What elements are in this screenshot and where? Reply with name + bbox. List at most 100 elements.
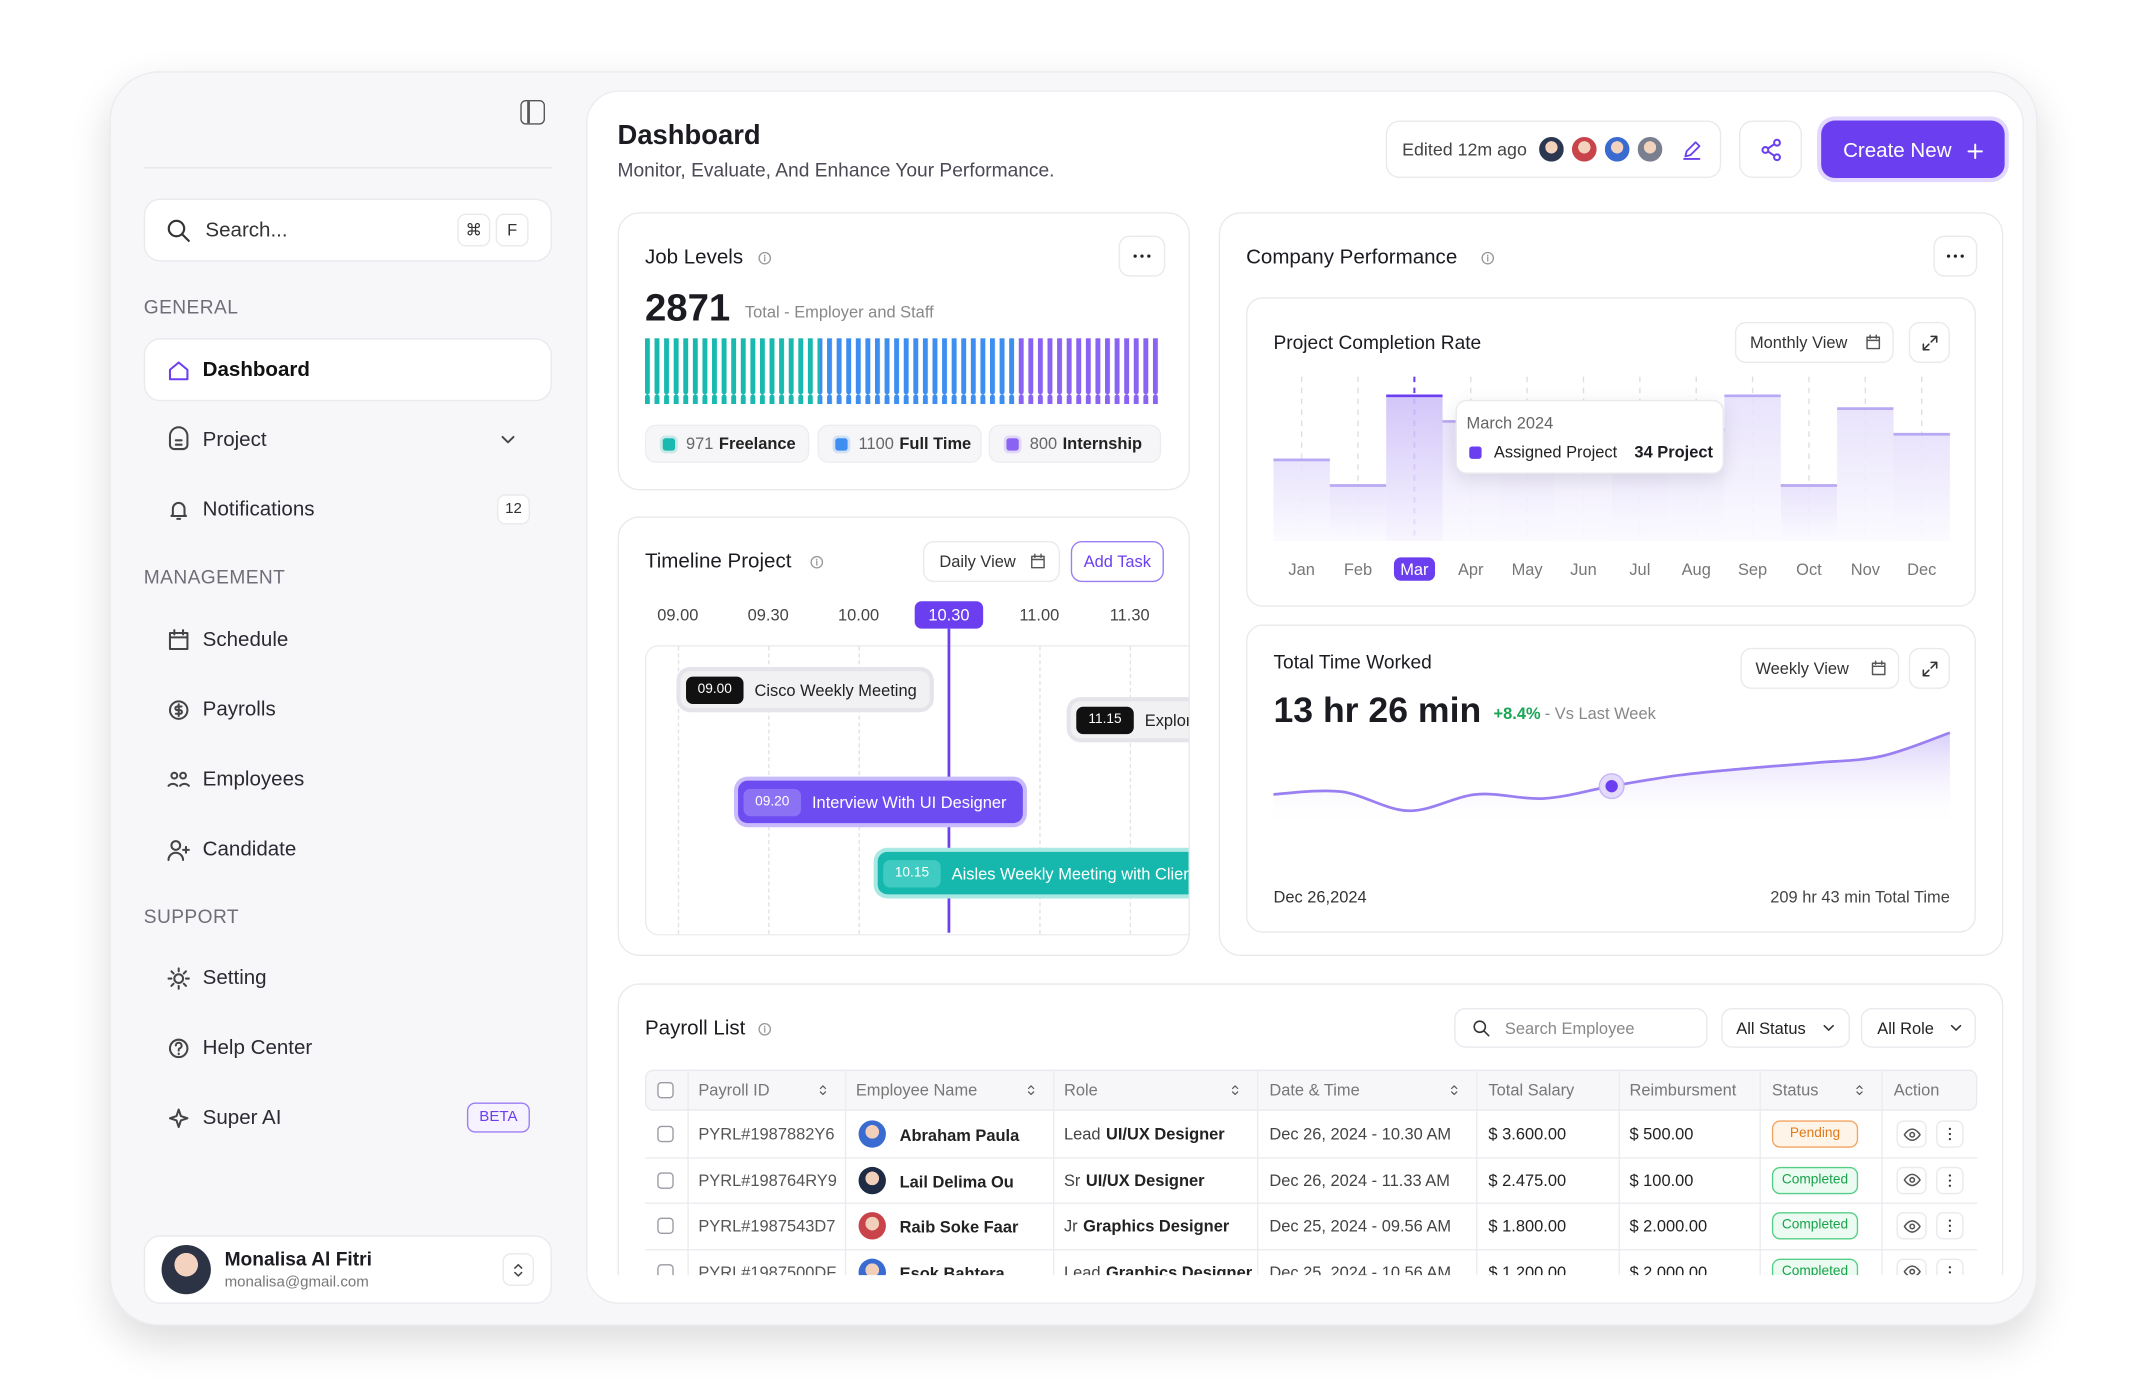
share-button[interactable]: [1739, 120, 1802, 179]
legend-value: 971: [686, 434, 714, 454]
month-label: Mar: [1400, 559, 1429, 579]
nav-item-active[interactable]: [143, 338, 552, 402]
employee-avatar: [858, 1120, 886, 1148]
collaborator-avatar: [1569, 134, 1600, 165]
column-divider: [687, 1069, 689, 1276]
row-divider: [644, 1202, 1978, 1204]
status-pill: [1771, 1120, 1859, 1148]
nav-label: Schedule: [202, 627, 289, 652]
employee-name: Esok Bahtera: [899, 1263, 1005, 1283]
shortcut-key: [495, 213, 529, 247]
checkbox[interactable]: [657, 1081, 674, 1099]
info-icon-path: [757, 1022, 771, 1035]
page-title: Dashboard: [617, 120, 761, 151]
view-select[interactable]: [1734, 321, 1894, 363]
info-icon: [1480, 251, 1494, 264]
status-label: Completed: [1781, 1263, 1849, 1279]
time-change-label: - Vs Last Week: [1544, 703, 1656, 724]
nav-icon-path: [166, 966, 190, 990]
month-label: Dec: [1907, 559, 1937, 579]
time-label: 09.00: [657, 605, 699, 625]
payroll-id: PYRL#1987882Y6: [698, 1124, 835, 1144]
row-menu-button[interactable]: [1936, 1120, 1964, 1148]
status-label: Pending: [1789, 1125, 1841, 1141]
total-salary: $ 1.200.00: [1488, 1262, 1567, 1282]
nav-badge-label: BETA: [479, 1108, 518, 1126]
nav-icon: [168, 1038, 188, 1058]
completion-bar: [1780, 485, 1838, 541]
row-divider: [644, 1156, 1978, 1158]
month-label: Feb: [1343, 559, 1373, 579]
nav-badge: [497, 494, 530, 525]
info-icon: [809, 555, 823, 568]
search-icon-path: [1472, 1019, 1489, 1036]
nav-label: Setting: [202, 966, 267, 990]
sidebar-toggle-bar: [527, 101, 530, 124]
card-title: Payroll List: [644, 1016, 746, 1041]
view-select[interactable]: [922, 540, 1060, 583]
column-divider: [1759, 1069, 1761, 1276]
add-task-button[interactable]: [1070, 540, 1164, 583]
sidebar-divider: [143, 167, 552, 169]
time-gridline: [677, 646, 680, 935]
role-level: Lead: [1063, 1262, 1101, 1282]
time-label: 10.00: [837, 605, 880, 625]
nav-icon-path: [168, 360, 188, 380]
row-menu-icon: [1948, 1219, 1952, 1233]
time-start-date: Dec 26,2024: [1273, 887, 1367, 907]
sort-icon-path: [1856, 1085, 1863, 1096]
expand-button[interactable]: [1908, 321, 1950, 363]
info-icon-path: [757, 251, 771, 264]
nav-icon: [168, 628, 188, 650]
role-title: UI/UX Designer: [1085, 1170, 1205, 1190]
section-title: MANAGEMENT: [143, 565, 286, 588]
row-menu-button[interactable]: [1936, 1212, 1964, 1240]
nav-label: Candidate: [202, 837, 297, 861]
payroll-id: PYRL#1987500DF: [698, 1262, 837, 1282]
time-change: +8.4%: [1493, 703, 1541, 724]
checkbox[interactable]: [657, 1171, 674, 1189]
info-icon-path: [1480, 251, 1494, 264]
nav-icon-path: [168, 628, 188, 650]
share-icon-path: [1760, 138, 1781, 161]
status-pill: [1771, 1257, 1859, 1276]
view-button[interactable]: [1896, 1212, 1927, 1240]
tooltip-title: March 2024: [1466, 413, 1554, 433]
view-button[interactable]: [1896, 1166, 1927, 1194]
total-salary: $ 3.600.00: [1488, 1124, 1567, 1144]
employee-search[interactable]: [1454, 1008, 1708, 1048]
checkbox[interactable]: [657, 1125, 674, 1143]
role-level: Sr: [1063, 1170, 1081, 1190]
create-button-label: Create New: [1843, 139, 1952, 163]
completion-chart: [1273, 376, 1950, 541]
nav-icon: [168, 699, 188, 720]
card-title: Job Levels: [644, 245, 744, 270]
row-menu-button[interactable]: [1936, 1166, 1964, 1194]
checkbox[interactable]: [657, 1217, 674, 1235]
time-label: 10.30: [928, 605, 970, 625]
eye-icon-path: [1902, 1173, 1921, 1187]
row-menu-icon: [1948, 1127, 1952, 1141]
month-label: Sep: [1737, 559, 1768, 579]
info-icon: [757, 1022, 771, 1035]
job-level-segment: [644, 338, 820, 405]
job-level-segment: [1018, 338, 1163, 405]
sidebar-toggle[interactable]: [520, 99, 545, 125]
checkbox[interactable]: [657, 1263, 674, 1276]
nav-icon-path: [166, 771, 190, 787]
expand-button[interactable]: [1908, 647, 1950, 689]
user-name: Monalisa Al Fitri: [224, 1247, 372, 1270]
role-title: Graphics Designer: [1083, 1216, 1230, 1236]
shortcut-key-label: ⌘: [465, 220, 482, 240]
calendar-icon-path: [1866, 334, 1881, 350]
job-level-bar: [644, 338, 1163, 405]
view-button[interactable]: [1896, 1120, 1927, 1148]
completion-bar: [1893, 434, 1950, 541]
user-card[interactable]: [143, 1235, 552, 1304]
total-salary: $ 2.475.00: [1488, 1170, 1567, 1190]
nav-label: Notifications: [202, 497, 315, 522]
legend-swatch: [1006, 438, 1019, 451]
